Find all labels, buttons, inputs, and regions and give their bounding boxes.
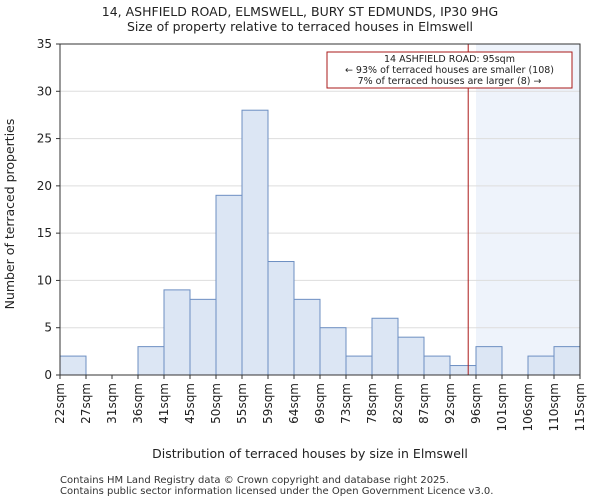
bar (189, 298, 217, 376)
y-tick-label: 35 (37, 37, 52, 51)
y-tick-label: 20 (37, 179, 52, 193)
bar (215, 194, 243, 376)
bar (163, 289, 191, 376)
bar (423, 355, 451, 376)
bar (293, 298, 321, 376)
bar (345, 355, 373, 376)
x-tick-label: 64sqm (287, 383, 301, 424)
y-tick-label: 30 (37, 84, 52, 98)
x-tick-label: 45sqm (183, 383, 197, 424)
bar (553, 346, 581, 376)
x-axis: 22sqm 27sqm 31sqm 36sqm 41sqm 45sqm 50sqm 55sqm… (53, 375, 587, 431)
bar (449, 365, 477, 376)
y-tick-label: 5 (44, 321, 52, 335)
bars (59, 109, 581, 376)
x-tick-label: 101sqm (495, 383, 509, 431)
x-tick-label: 82sqm (391, 383, 405, 424)
x-tick-label: 41sqm (157, 383, 171, 424)
y-grid (60, 90, 580, 329)
y-tick-label: 15 (37, 226, 52, 240)
x-axis-label: Distribution of terraced houses by size … (152, 446, 468, 461)
x-tick-label: 106sqm (521, 383, 535, 431)
bar (319, 327, 347, 376)
x-tick-label: 87sqm (417, 383, 431, 424)
y-tick-label: 0 (44, 368, 52, 382)
bar (137, 346, 165, 376)
bar (527, 355, 555, 376)
y-axis: 0 5 10 15 20 25 30 35 (37, 37, 60, 382)
bar (397, 336, 425, 376)
x-tick-label: 31sqm (105, 383, 119, 424)
bar (59, 355, 87, 376)
y-axis-label: Number of terraced properties (2, 119, 17, 310)
annotation-line-3: 7% of terraced houses are larger (8) → (358, 76, 542, 87)
x-tick-label: 50sqm (209, 383, 223, 424)
x-tick-label: 92sqm (443, 383, 457, 424)
footer-line-2: Contains public sector information licen… (60, 486, 493, 497)
x-tick-label: 73sqm (339, 383, 353, 424)
x-tick-label: 69sqm (313, 383, 327, 424)
x-tick-label: 55sqm (235, 383, 249, 424)
annotation-line-1: 14 ASHFIELD ROAD: 95sqm (384, 54, 515, 65)
x-tick-label: 59sqm (261, 383, 275, 424)
bar (241, 109, 269, 376)
chart-subtitle: Size of property relative to terraced ho… (127, 19, 473, 34)
x-tick-label: 115sqm (573, 383, 587, 431)
bar (267, 261, 295, 376)
footer-line-1: Contains HM Land Registry data © Crown c… (60, 475, 449, 486)
y-tick-label: 10 (37, 273, 52, 287)
x-tick-label: 96sqm (469, 383, 483, 424)
y-tick-label: 25 (37, 132, 52, 146)
x-tick-label: 27sqm (79, 383, 93, 424)
chart-title: 14, ASHFIELD ROAD, ELMSWELL, BURY ST EDM… (102, 4, 498, 19)
highlight-region (476, 44, 580, 375)
annotation-line-2: ← 93% of terraced houses are smaller (10… (345, 65, 554, 76)
x-tick-label: 36sqm (131, 383, 145, 424)
bar (371, 317, 399, 376)
bar (475, 346, 503, 376)
x-tick-label: 22sqm (53, 383, 67, 424)
x-tick-label: 110sqm (547, 383, 561, 431)
x-tick-label: 78sqm (365, 383, 379, 424)
annotation-box (326, 51, 573, 89)
